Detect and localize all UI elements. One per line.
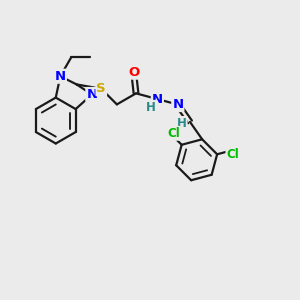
Text: N: N <box>152 93 163 106</box>
Text: H: H <box>177 117 187 130</box>
Text: N: N <box>172 98 183 111</box>
Text: Cl: Cl <box>167 127 180 140</box>
Text: H: H <box>146 101 156 114</box>
Text: O: O <box>128 66 139 79</box>
Text: N: N <box>55 70 66 83</box>
Text: N: N <box>86 88 98 101</box>
Text: S: S <box>97 82 106 95</box>
Text: Cl: Cl <box>226 148 239 161</box>
